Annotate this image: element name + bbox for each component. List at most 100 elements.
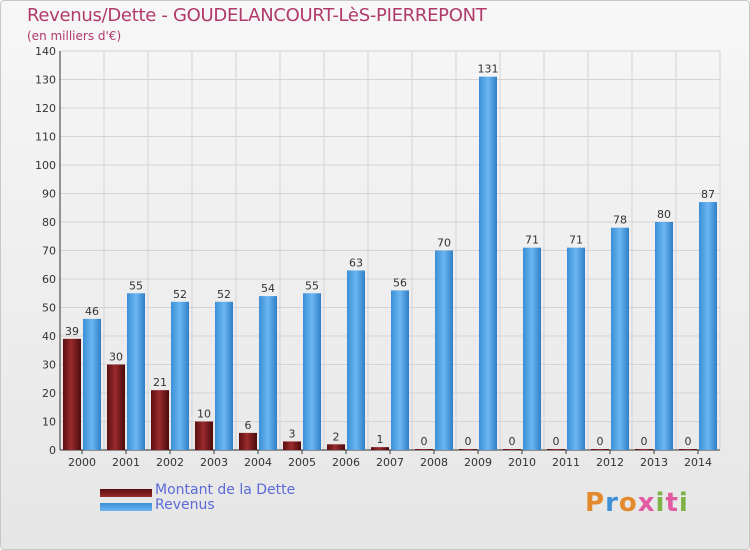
bar-revenue bbox=[611, 227, 629, 450]
data-label-debt: 39 bbox=[65, 325, 79, 338]
data-label-debt: 0 bbox=[465, 435, 472, 448]
x-tick-label: 2002 bbox=[156, 456, 184, 469]
data-label-revenue: 46 bbox=[85, 305, 99, 318]
y-tick-label: 100 bbox=[35, 159, 56, 172]
bar-debt bbox=[503, 449, 521, 450]
data-label-debt: 0 bbox=[685, 435, 692, 448]
data-label-revenue: 55 bbox=[305, 279, 319, 292]
data-label-debt: 0 bbox=[421, 435, 428, 448]
bar-debt bbox=[635, 449, 653, 450]
x-tick-label: 2004 bbox=[244, 456, 272, 469]
bar-revenue bbox=[171, 301, 189, 450]
data-label-revenue: 52 bbox=[217, 288, 231, 301]
y-tick-label: 20 bbox=[42, 387, 56, 400]
data-label-debt: 0 bbox=[553, 435, 560, 448]
x-tick-label: 2014 bbox=[684, 456, 712, 469]
proxiti-logo: Proxiti bbox=[585, 488, 689, 518]
y-tick-label: 90 bbox=[42, 188, 56, 201]
bar-revenue bbox=[699, 202, 717, 450]
data-label-debt: 0 bbox=[641, 435, 648, 448]
bar-debt bbox=[107, 364, 125, 450]
bar-revenue bbox=[83, 318, 101, 450]
data-label-revenue: 78 bbox=[613, 214, 627, 227]
legend-swatch-revenue bbox=[100, 503, 152, 511]
y-tick-label: 60 bbox=[42, 273, 56, 286]
bar-revenue bbox=[435, 250, 453, 450]
y-tick-label: 0 bbox=[49, 444, 56, 457]
data-label-revenue: 70 bbox=[437, 237, 451, 250]
data-label-debt: 10 bbox=[197, 408, 211, 421]
data-label-revenue: 55 bbox=[129, 279, 143, 292]
y-tick-label: 130 bbox=[35, 74, 56, 87]
y-tick-label: 120 bbox=[35, 102, 56, 115]
x-tick-label: 2010 bbox=[508, 456, 536, 469]
chart-subtitle: (en milliers d'€) bbox=[27, 29, 122, 43]
x-tick-label: 2009 bbox=[464, 456, 492, 469]
x-tick-label: 2001 bbox=[112, 456, 140, 469]
bar-debt bbox=[547, 449, 565, 450]
bar-debt bbox=[239, 432, 257, 450]
bar-revenue bbox=[523, 247, 541, 450]
bar-revenue bbox=[215, 301, 233, 450]
x-tick-label: 2011 bbox=[552, 456, 580, 469]
data-label-revenue: 54 bbox=[261, 282, 275, 295]
data-label-debt: 30 bbox=[109, 351, 123, 364]
data-label-debt: 1 bbox=[377, 433, 384, 446]
y-tick-label: 70 bbox=[42, 245, 56, 258]
x-tick-label: 2006 bbox=[332, 456, 360, 469]
data-label-revenue: 63 bbox=[349, 256, 363, 269]
data-label-revenue: 71 bbox=[525, 234, 539, 247]
legend-swatch-debt bbox=[100, 489, 152, 497]
bar-debt bbox=[679, 449, 697, 450]
chart-title: Revenus/Dette - GOUDELANCOURT-LèS-PIERRE… bbox=[27, 5, 487, 26]
bar-revenue bbox=[479, 76, 497, 451]
bar-revenue bbox=[127, 293, 145, 450]
data-label-revenue: 52 bbox=[173, 288, 187, 301]
data-label-revenue: 131 bbox=[478, 63, 499, 76]
y-tick-label: 30 bbox=[42, 359, 56, 372]
data-label-revenue: 80 bbox=[657, 208, 671, 221]
data-label-debt: 6 bbox=[245, 419, 252, 432]
data-label-debt: 3 bbox=[289, 427, 296, 440]
data-label-revenue: 87 bbox=[701, 188, 715, 201]
bar-revenue bbox=[259, 296, 277, 450]
data-label-revenue: 56 bbox=[393, 276, 407, 289]
data-label-debt: 2 bbox=[333, 430, 340, 443]
y-tick-label: 140 bbox=[35, 45, 56, 58]
data-label-debt: 21 bbox=[153, 376, 167, 389]
bar-debt bbox=[283, 441, 301, 450]
bar-debt bbox=[63, 338, 81, 450]
y-tick-label: 50 bbox=[42, 302, 56, 315]
bar-revenue bbox=[303, 293, 321, 450]
legend-label-debt: Montant de la Dette bbox=[155, 482, 296, 498]
y-tick-label: 110 bbox=[35, 131, 56, 144]
y-tick-label: 40 bbox=[42, 330, 56, 343]
y-tick-label: 80 bbox=[42, 216, 56, 229]
bar-debt bbox=[371, 447, 389, 450]
bar-debt bbox=[195, 421, 213, 450]
legend-label-revenue: Revenus bbox=[155, 497, 215, 513]
y-tick-label: 10 bbox=[42, 416, 56, 429]
bar-revenue bbox=[391, 290, 409, 450]
data-label-debt: 0 bbox=[597, 435, 604, 448]
bar-revenue bbox=[567, 247, 585, 450]
bar-debt bbox=[415, 449, 433, 450]
bar-debt bbox=[327, 444, 345, 450]
bar-layer bbox=[63, 76, 717, 451]
x-tick-label: 2007 bbox=[376, 456, 404, 469]
bar-debt bbox=[151, 390, 169, 450]
bar-debt bbox=[459, 449, 477, 450]
x-tick-label: 2013 bbox=[640, 456, 668, 469]
bar-revenue bbox=[347, 270, 365, 450]
x-tick-label: 2005 bbox=[288, 456, 316, 469]
data-label-debt: 0 bbox=[509, 435, 516, 448]
x-tick-label: 2003 bbox=[200, 456, 228, 469]
x-tick-label: 2008 bbox=[420, 456, 448, 469]
data-label-revenue: 71 bbox=[569, 234, 583, 247]
bar-debt bbox=[591, 449, 609, 450]
x-tick-label: 2000 bbox=[68, 456, 96, 469]
x-tick-label: 2012 bbox=[596, 456, 624, 469]
